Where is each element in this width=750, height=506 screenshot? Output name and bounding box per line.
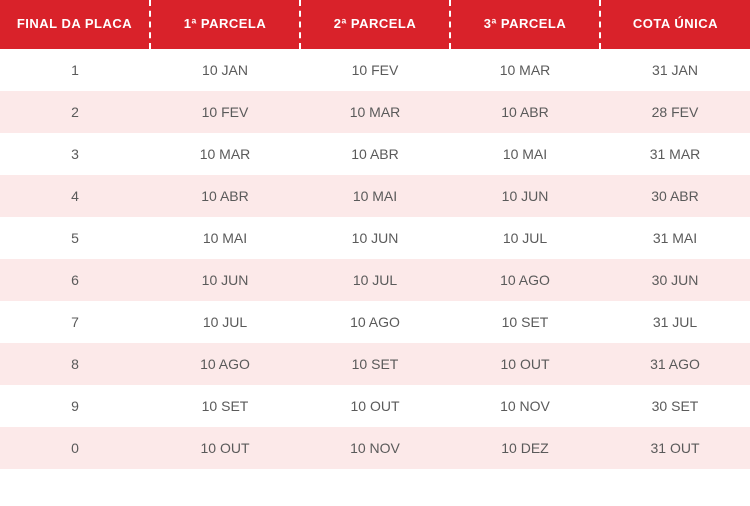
table-cell: 10 FEV [150,91,300,133]
table-cell: 10 SET [300,343,450,385]
table-cell: 7 [0,301,150,343]
table-cell: 30 JUN [600,259,750,301]
table-cell: 10 MAI [300,175,450,217]
table-cell: 10 ABR [300,133,450,175]
table-cell: 4 [0,175,150,217]
table-head: FINAL DA PLACA 1ª PARCELA 2ª PARCELA 3ª … [0,0,750,49]
table-cell: 31 MAR [600,133,750,175]
table-cell: 30 SET [600,385,750,427]
table-cell: 10 MAR [300,91,450,133]
table-row: 110 JAN10 FEV10 MAR31 JAN [0,49,750,91]
table-header-row: FINAL DA PLACA 1ª PARCELA 2ª PARCELA 3ª … [0,0,750,49]
table-cell: 10 JUL [300,259,450,301]
table-cell: 10 SET [150,385,300,427]
table-cell: 9 [0,385,150,427]
col-header-final-placa: FINAL DA PLACA [0,0,150,49]
col-header-cota-unica: COTA ÚNICA [600,0,750,49]
table-cell: 10 MAR [150,133,300,175]
table-row: 210 FEV10 MAR10 ABR28 FEV [0,91,750,133]
table-cell: 10 MAR [450,49,600,91]
table-cell: 30 ABR [600,175,750,217]
table-cell: 10 OUT [450,343,600,385]
table-row: 010 OUT10 NOV10 DEZ31 OUT [0,427,750,469]
table-cell: 6 [0,259,150,301]
table-cell: 2 [0,91,150,133]
table-cell: 28 FEV [600,91,750,133]
table-cell: 10 DEZ [450,427,600,469]
table-cell: 10 JUN [450,175,600,217]
table-cell: 10 AGO [150,343,300,385]
table-cell: 0 [0,427,150,469]
table-cell: 3 [0,133,150,175]
table-cell: 10 JAN [150,49,300,91]
table-cell: 10 SET [450,301,600,343]
table-row: 810 AGO10 SET10 OUT31 AGO [0,343,750,385]
table-cell: 10 FEV [300,49,450,91]
table-cell: 31 AGO [600,343,750,385]
table-row: 610 JUN10 JUL10 AGO30 JUN [0,259,750,301]
table-cell: 10 MAI [450,133,600,175]
table-cell: 10 JUL [150,301,300,343]
payment-schedule-table: FINAL DA PLACA 1ª PARCELA 2ª PARCELA 3ª … [0,0,750,469]
table-cell: 8 [0,343,150,385]
table-cell: 10 NOV [450,385,600,427]
table-cell: 10 AGO [450,259,600,301]
table-cell: 1 [0,49,150,91]
table-row: 510 MAI10 JUN10 JUL31 MAI [0,217,750,259]
table-cell: 10 JUL [450,217,600,259]
table-cell: 10 JUN [300,217,450,259]
table-row: 310 MAR10 ABR10 MAI31 MAR [0,133,750,175]
table-cell: 31 JAN [600,49,750,91]
table-cell: 10 MAI [150,217,300,259]
table-body: 110 JAN10 FEV10 MAR31 JAN210 FEV10 MAR10… [0,49,750,469]
table-cell: 10 NOV [300,427,450,469]
col-header-parcela-3: 3ª PARCELA [450,0,600,49]
table-cell: 31 MAI [600,217,750,259]
table-cell: 10 OUT [150,427,300,469]
table-row: 710 JUL10 AGO10 SET31 JUL [0,301,750,343]
col-header-parcela-2: 2ª PARCELA [300,0,450,49]
table-cell: 31 OUT [600,427,750,469]
table: FINAL DA PLACA 1ª PARCELA 2ª PARCELA 3ª … [0,0,750,469]
table-cell: 10 ABR [450,91,600,133]
table-cell: 5 [0,217,150,259]
table-row: 410 ABR10 MAI10 JUN30 ABR [0,175,750,217]
table-cell: 10 JUN [150,259,300,301]
table-cell: 10 ABR [150,175,300,217]
table-cell: 10 AGO [300,301,450,343]
table-cell: 31 JUL [600,301,750,343]
col-header-parcela-1: 1ª PARCELA [150,0,300,49]
table-row: 910 SET10 OUT10 NOV30 SET [0,385,750,427]
table-cell: 10 OUT [300,385,450,427]
